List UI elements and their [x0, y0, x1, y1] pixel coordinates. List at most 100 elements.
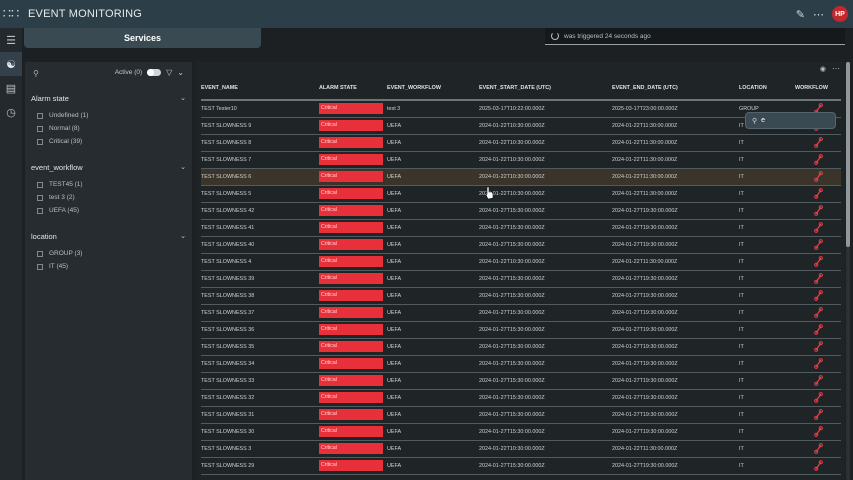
workflow-link-icon[interactable] [813, 460, 823, 471]
filter-icon[interactable]: ▽ [166, 68, 173, 77]
checkbox[interactable] [37, 194, 43, 201]
column-header[interactable]: EVENT_END_DATE (UTC) [612, 76, 739, 101]
workflow-link-icon[interactable] [813, 273, 823, 284]
workflow-link-icon[interactable] [813, 290, 823, 301]
checkbox[interactable] [37, 263, 43, 270]
table-row[interactable]: TEST SLOWNESS 34 Critical UEFA 2024-01-27T1… [201, 355, 841, 373]
column-header[interactable]: EVENT_START_DATE (UTC) [479, 76, 612, 101]
workflow-link-icon[interactable] [813, 409, 823, 420]
workflow-link-icon[interactable] [813, 341, 823, 352]
table-row[interactable]: TEST SLOWNESS 39 Critical UEFA 2024-01-27T1… [201, 270, 841, 288]
checkbox[interactable] [37, 250, 43, 257]
workflow-link-icon[interactable] [813, 358, 823, 369]
workflow-link-icon[interactable] [813, 375, 823, 386]
table-row[interactable]: TEST SLOWNESS 5 Critical UEFA 2024-01-22T10… [201, 185, 841, 203]
workflow-link-icon[interactable] [813, 443, 823, 454]
edit-icon[interactable]: ✎ [795, 8, 805, 21]
table-row[interactable]: TEST SLOWNESS 36 Critical UEFA 2024-01-27T1… [201, 321, 841, 339]
table-row[interactable]: TEST SLOWNESS 7 Critical UEFA 2024-01-22T10… [201, 151, 841, 169]
table-row[interactable]: TEST SLOWNESS 38 Critical UEFA 2024-01-27T1… [201, 287, 841, 305]
table-row[interactable]: TEST SLOWNESS 35 Critical UEFA 2024-01-27T1… [201, 338, 841, 356]
workflow-cell [795, 236, 841, 254]
filter-option[interactable]: IT (45) [31, 260, 186, 273]
option-label: UEFA (45) [49, 207, 79, 214]
workflow-link-icon[interactable] [813, 426, 823, 437]
event-start-date-cell: 2024-01-27T15:30:00.000Z [479, 321, 612, 339]
search-input[interactable]: ⚲ e [745, 112, 836, 129]
event-workflow-cell: UEFA [387, 389, 479, 407]
table-row[interactable]: TEST SLOWNESS 29 Critical UEFA 2024-01-27T1… [201, 457, 841, 475]
more-icon[interactable]: ⋯ [832, 64, 840, 73]
filter-option[interactable]: UEFA (45) [31, 204, 186, 217]
filter-option[interactable]: Normal (8) [31, 122, 186, 135]
active-switch[interactable] [147, 69, 162, 76]
table-row[interactable]: TEST SLOWNESS 31 Critical UEFA 2024-01-27T1… [201, 406, 841, 424]
column-header[interactable]: LOCATION [739, 76, 795, 101]
list-icon[interactable]: ▤ [5, 82, 17, 95]
table-row[interactable]: TEST SLOWNESS 42 Critical UEFA 2024-01-27T1… [201, 202, 841, 220]
option-label: test 3 (2) [49, 194, 75, 201]
workflow-link-icon[interactable] [813, 256, 823, 267]
event-start-date-cell: 2024-01-22T10:30:00.000Z [479, 185, 612, 203]
chevron-down-icon[interactable]: ⌄ [177, 68, 184, 77]
table-row[interactable]: TEST SLOWNESS 3 Critical UEFA 2024-01-22T10… [201, 440, 841, 458]
table-row[interactable]: TEST SLOWNESS 8 Critical UEFA 2024-01-22T10… [201, 134, 841, 152]
column-header[interactable]: ALARM STATE [319, 76, 387, 101]
workflow-link-icon[interactable] [813, 392, 823, 403]
workflow-link-icon[interactable] [813, 188, 823, 199]
filter-option[interactable]: Critical (39) [31, 135, 186, 148]
people-icon[interactable]: ☯ [0, 52, 22, 76]
filter-option[interactable]: GROUP (3) [31, 247, 186, 260]
workflow-link-icon[interactable] [813, 205, 823, 216]
services-tab[interactable]: Services [24, 28, 261, 48]
alarm-state-cell: Critical [319, 202, 387, 220]
event-end-date-cell: 2024-01-27T19:30:00.000Z [612, 304, 739, 322]
checkbox[interactable] [37, 138, 43, 145]
table-row[interactable]: TEST SLOWNESS 4 Critical UEFA 2024-01-22T10… [201, 253, 841, 271]
scrollbar-track[interactable] [846, 62, 850, 480]
checkbox[interactable] [37, 207, 43, 214]
table-row[interactable]: TEST SLOWNESS 6 Critical UEFA 2024-01-22T10… [201, 168, 841, 186]
hamburger-menu-icon[interactable]: ☰ [6, 34, 16, 47]
section-header[interactable]: Alarm state ⌄ [31, 87, 186, 109]
scrollbar-thumb[interactable] [846, 62, 850, 247]
column-header[interactable]: WORKFLOW [795, 76, 841, 101]
search-icon[interactable]: ⚲ [33, 68, 39, 78]
section-header[interactable]: event_workflow ⌄ [31, 156, 186, 178]
filter-option[interactable]: Undefined (1) [31, 109, 186, 122]
event-name-cell: TEST Tester10 [201, 100, 319, 118]
workflow-link-icon[interactable] [813, 137, 823, 148]
workflow-link-icon[interactable] [813, 154, 823, 165]
chevron-down-icon[interactable]: ⌄ [180, 233, 186, 240]
app-launcher-icon[interactable]: ∷∷ [2, 6, 20, 21]
more-icon[interactable]: ⋯ [813, 8, 824, 21]
active-toggle[interactable]: Active (0) ▽ ⌄ [115, 68, 184, 77]
table-row[interactable]: TEST SLOWNESS 33 Critical UEFA 2024-01-27T1… [201, 372, 841, 390]
event-name-cell: TEST SLOWNESS 32 [201, 389, 319, 407]
table-row[interactable]: TEST SLOWNESS 41 Critical UEFA 2024-01-27T1… [201, 219, 841, 237]
workflow-link-icon[interactable] [813, 171, 823, 182]
section-header[interactable]: location ⌄ [31, 225, 186, 247]
table-row[interactable]: TEST SLOWNESS 37 Critical UEFA 2024-01-27T1… [201, 304, 841, 322]
checkbox[interactable] [37, 112, 43, 119]
filter-option[interactable]: TEST45 (1) [31, 178, 186, 191]
filter-option[interactable]: test 3 (2) [31, 191, 186, 204]
avatar[interactable]: HP [832, 6, 848, 22]
workflow-link-icon[interactable] [813, 239, 823, 250]
column-header[interactable]: EVENT_NAME [201, 76, 319, 101]
table-row[interactable]: TEST SLOWNESS 32 Critical UEFA 2024-01-27T1… [201, 389, 841, 407]
workflow-link-icon[interactable] [813, 307, 823, 318]
location-cell: IT [739, 134, 795, 152]
table-row[interactable]: TEST SLOWNESS 40 Critical UEFA 2024-01-27T1… [201, 236, 841, 254]
event-start-date-cell: 2024-01-27T15:30:00.000Z [479, 372, 612, 390]
chevron-down-icon[interactable]: ⌄ [180, 164, 186, 171]
checkbox[interactable] [37, 125, 43, 132]
table-row[interactable]: TEST SLOWNESS 30 Critical UEFA 2024-01-27T1… [201, 423, 841, 441]
workflow-link-icon[interactable] [813, 222, 823, 233]
chevron-down-icon[interactable]: ⌄ [180, 95, 186, 102]
checkbox[interactable] [37, 181, 43, 188]
alarm-clock-icon[interactable]: ◷ [6, 106, 16, 119]
workflow-link-icon[interactable] [813, 324, 823, 335]
column-header[interactable]: EVENT_WORKFLOW [387, 76, 479, 101]
visibility-icon[interactable]: ◉ [819, 66, 826, 73]
